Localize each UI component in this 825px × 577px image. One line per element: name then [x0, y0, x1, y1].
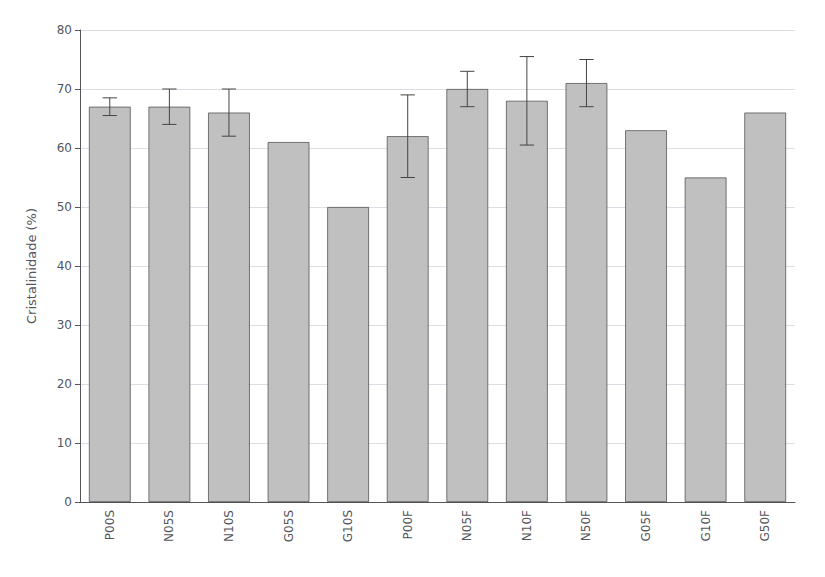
svg-text:10: 10 — [57, 436, 72, 450]
svg-text:N50F: N50F — [579, 510, 593, 541]
svg-text:G05F: G05F — [639, 510, 653, 542]
svg-text:N05F: N05F — [460, 510, 474, 541]
svg-text:P00F: P00F — [401, 510, 415, 540]
svg-text:30: 30 — [57, 318, 72, 332]
svg-text:60: 60 — [57, 141, 72, 155]
svg-text:G50F: G50F — [758, 510, 772, 542]
svg-text:Cristalinidade (%): Cristalinidade (%) — [24, 208, 39, 324]
svg-text:P00S: P00S — [103, 510, 117, 540]
svg-text:G10S: G10S — [341, 510, 355, 542]
svg-text:G10F: G10F — [699, 510, 713, 542]
svg-text:50: 50 — [57, 200, 72, 214]
svg-text:80: 80 — [57, 23, 72, 37]
svg-text:40: 40 — [57, 259, 72, 273]
svg-text:0: 0 — [64, 495, 72, 509]
svg-text:20: 20 — [57, 377, 72, 391]
svg-text:N05S: N05S — [162, 510, 176, 542]
svg-text:N10F: N10F — [520, 510, 534, 541]
svg-text:70: 70 — [57, 82, 72, 96]
svg-text:G05S: G05S — [282, 510, 296, 542]
svg-text:N10S: N10S — [222, 510, 236, 542]
